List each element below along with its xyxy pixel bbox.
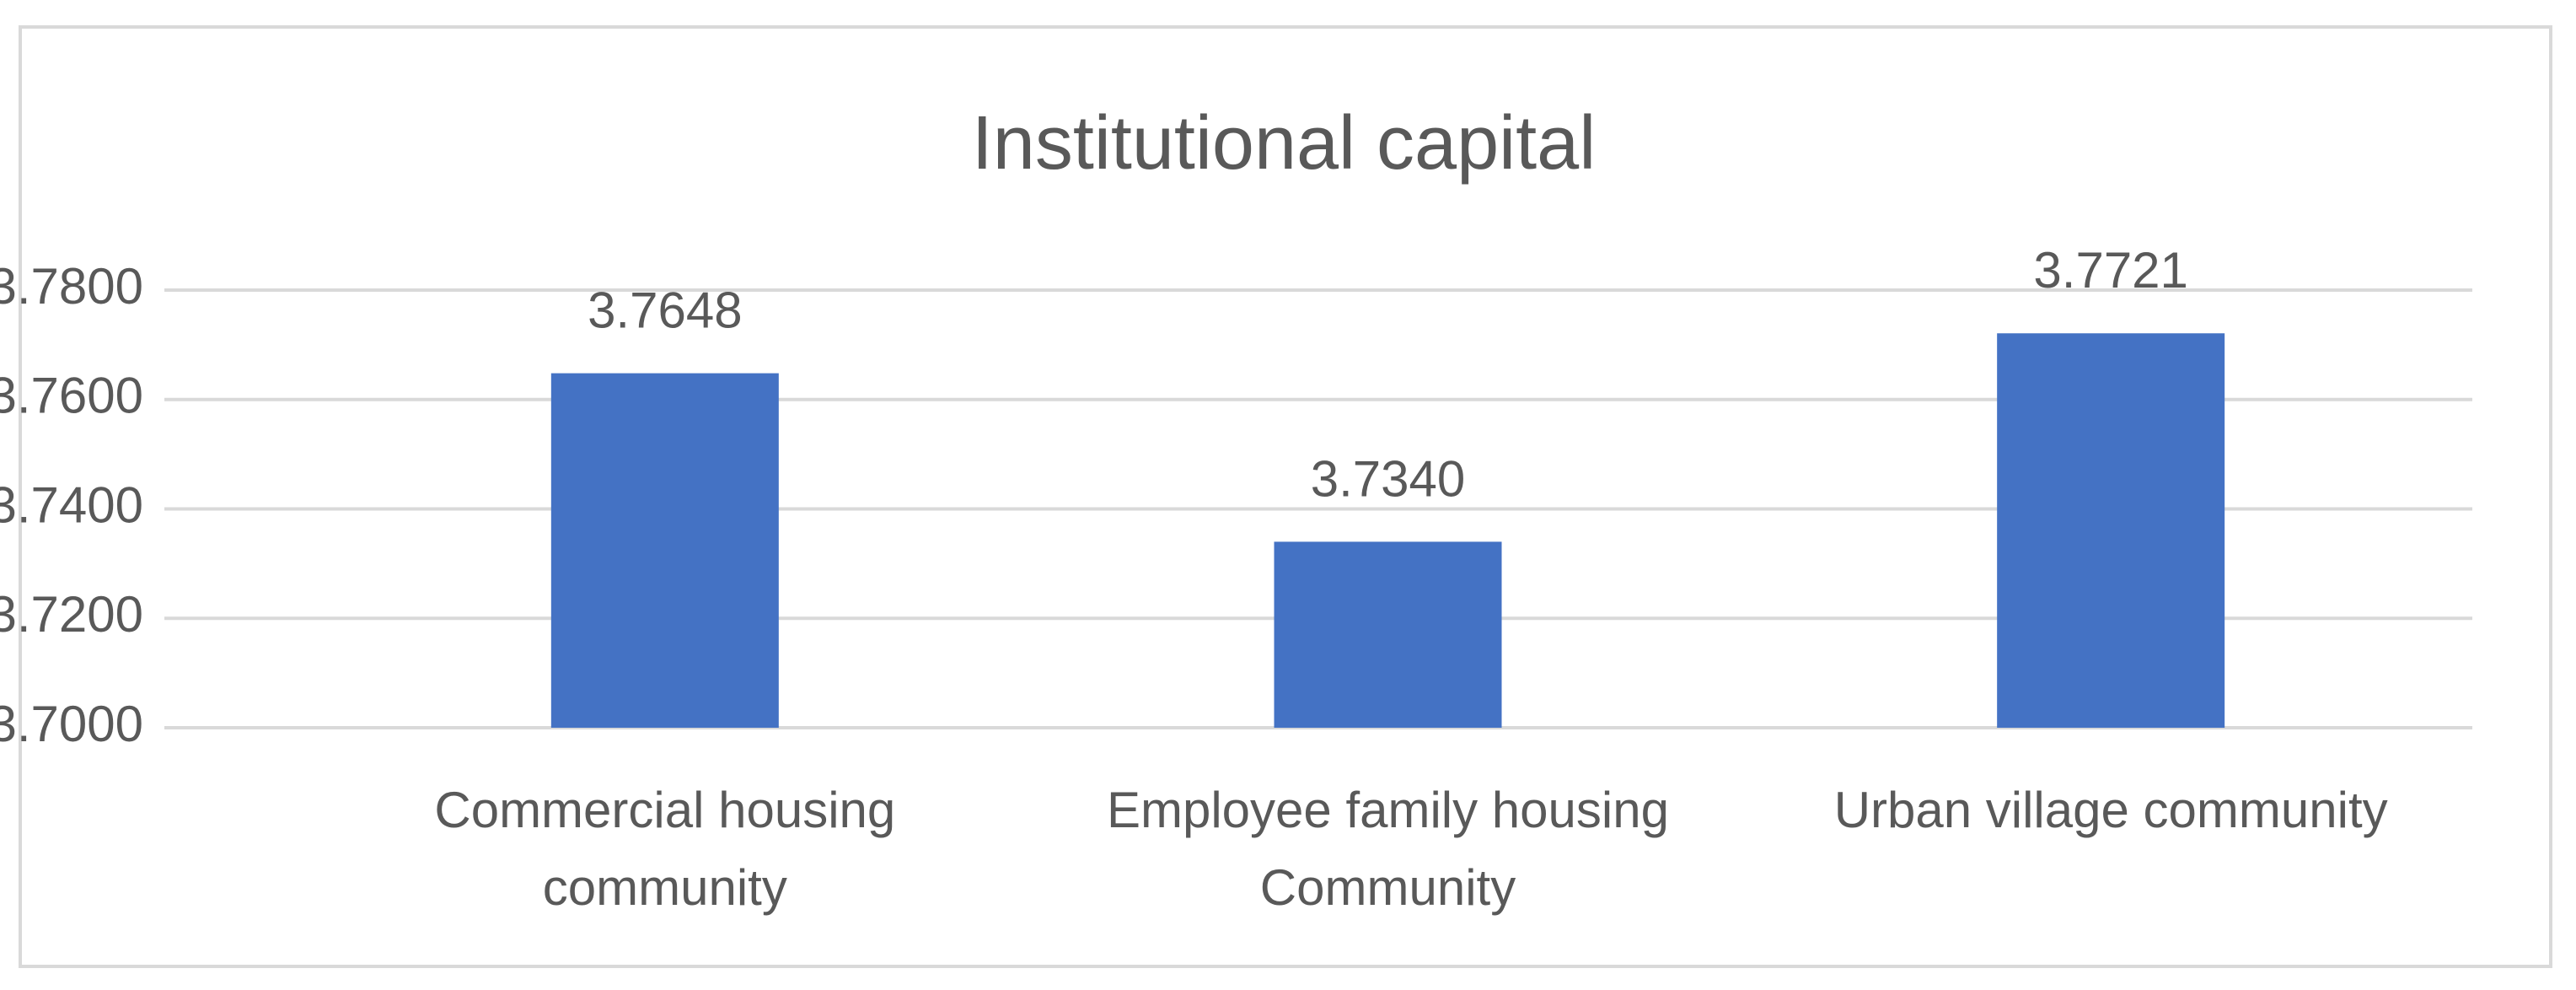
- bar: [550, 373, 779, 728]
- x-tick-label: Urban village community: [1833, 782, 2388, 838]
- bar: [1274, 541, 1502, 728]
- bar: [1997, 333, 2225, 728]
- y-tick-label: 3.7400: [0, 476, 143, 533]
- y-tick-label: 3.7600: [0, 368, 143, 424]
- data-label: 3.7648: [588, 282, 743, 338]
- y-tick-label: 3.7000: [0, 696, 143, 752]
- x-tick-label: Commercial housing community: [434, 782, 896, 916]
- x-tick-label: Employee family housing Community: [1106, 782, 1669, 916]
- chart-title: Institutional capital: [972, 101, 1596, 186]
- data-label: 3.7340: [1311, 450, 1466, 507]
- y-tick-label: 3.7200: [0, 586, 143, 643]
- data-label: 3.7721: [2033, 242, 2188, 299]
- y-tick-label: 3.7800: [0, 258, 143, 315]
